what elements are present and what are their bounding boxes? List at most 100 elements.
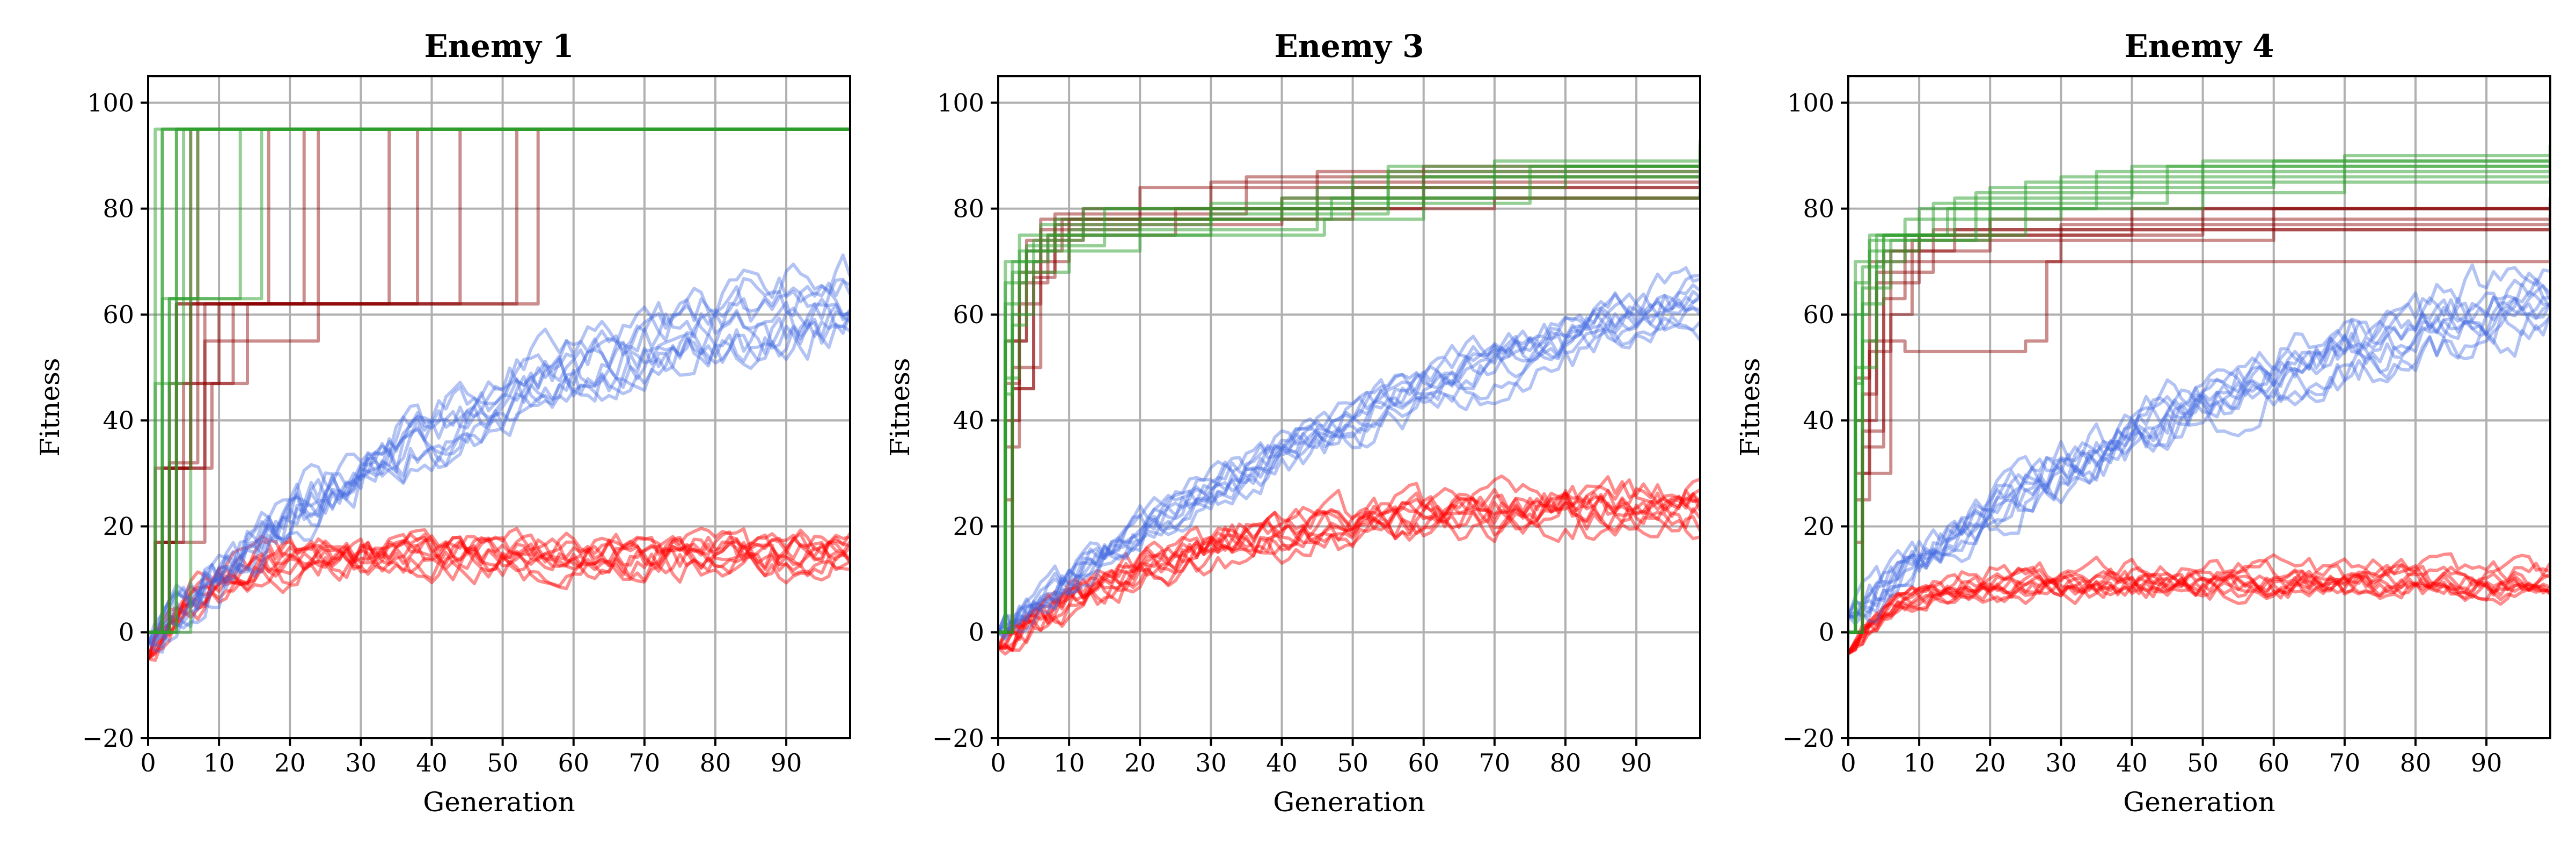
x-tick-label: 60 bbox=[2258, 748, 2289, 777]
y-tick-label: 40 bbox=[1803, 406, 1834, 435]
series-line-blue-run-10 bbox=[148, 307, 850, 654]
series-line-blue-run-4 bbox=[998, 313, 1700, 633]
x-tick-label: 60 bbox=[1408, 748, 1439, 777]
plot-frame bbox=[1847, 75, 2551, 739]
series-line-green-run-8 bbox=[998, 145, 1700, 634]
x-tick-label: 0 bbox=[140, 748, 156, 777]
series-line-blue-run-1 bbox=[148, 253, 850, 644]
x-axis-label: Generation bbox=[2123, 787, 2275, 818]
x-tick-label: 20 bbox=[1124, 748, 1156, 777]
series-line-blue-run-1 bbox=[998, 290, 1700, 640]
series-line-blue-run-4 bbox=[1848, 263, 2550, 617]
series-line-blue-run-5 bbox=[998, 274, 1700, 634]
y-tick-label: 20 bbox=[103, 512, 134, 541]
y-tick-label: 0 bbox=[1819, 618, 1834, 647]
x-tick-label: 90 bbox=[771, 748, 802, 777]
x-tick-label: 40 bbox=[416, 748, 448, 777]
y-tick-label: 100 bbox=[937, 88, 984, 117]
y-axis-label: Fitness bbox=[1735, 358, 1766, 457]
x-tick-label: 80 bbox=[700, 748, 731, 777]
series-line-red-run-10 bbox=[148, 532, 850, 660]
y-tick-label: 40 bbox=[103, 406, 134, 435]
y-tick-label: 40 bbox=[953, 406, 984, 435]
series-line-red-run-2 bbox=[998, 495, 1700, 652]
x-tick-label: 80 bbox=[1550, 748, 1582, 777]
series-line-blue-run-2 bbox=[1848, 302, 2550, 617]
plot-frame bbox=[997, 75, 1701, 739]
plot-frame bbox=[147, 75, 851, 739]
series-line-green-run-10 bbox=[148, 127, 850, 634]
series-line-red-run-9 bbox=[148, 538, 850, 662]
y-tick-label: 0 bbox=[969, 618, 984, 647]
series-line-blue-run-6 bbox=[1848, 290, 2550, 618]
series-line-blue-run-3 bbox=[1848, 297, 2550, 619]
x-tick-label: 70 bbox=[1479, 748, 1511, 777]
series-line-red-run-10 bbox=[1848, 577, 2550, 655]
series-line-blue-run-6 bbox=[148, 297, 850, 645]
series-line-red-run-6 bbox=[148, 530, 850, 659]
y-tick-label: 80 bbox=[103, 194, 134, 223]
y-tick-label: −20 bbox=[1782, 724, 1834, 753]
y-tick-label: 60 bbox=[953, 300, 984, 329]
x-tick-label: 70 bbox=[2329, 748, 2361, 777]
series-line-blue-run-5 bbox=[1848, 284, 2550, 618]
x-tick-label: 10 bbox=[203, 748, 235, 777]
series-line-red-run-3 bbox=[1848, 569, 2550, 654]
series-line-red-run-10 bbox=[998, 483, 1700, 649]
series-line-blue-run-3 bbox=[998, 266, 1700, 641]
x-tick-label: 20 bbox=[274, 748, 306, 777]
series-line-blue-run-8 bbox=[998, 316, 1700, 634]
panel-3: 0 10 20 30 40 50 60 70 80 90−20020406080100Enemy … bbox=[1735, 28, 2551, 818]
x-tick-label: 50 bbox=[2187, 748, 2219, 777]
series-line-red-run-3 bbox=[998, 491, 1700, 650]
series-line-blue-run-9 bbox=[1848, 314, 2550, 624]
y-tick-label: 20 bbox=[1803, 512, 1834, 541]
series-line-red-run-8 bbox=[998, 489, 1700, 649]
series-line-blue-run-9 bbox=[998, 302, 1700, 634]
x-tick-label: 40 bbox=[1266, 748, 1298, 777]
series-line-blue-run-7 bbox=[1848, 296, 2550, 626]
series-line-red-run-4 bbox=[1848, 569, 2550, 655]
y-axis-label: Fitness bbox=[34, 358, 65, 457]
series-line-red-run-9 bbox=[998, 508, 1700, 652]
series-line-red-run-6 bbox=[1848, 572, 2550, 655]
series-line-blue-run-2 bbox=[998, 297, 1700, 634]
series-line-red-run-3 bbox=[148, 533, 850, 659]
panel-title: Enemy 1 bbox=[425, 28, 574, 64]
series-line-blue-run-10 bbox=[1848, 277, 2550, 617]
series-line-blue-run-7 bbox=[998, 292, 1700, 633]
x-tick-label: 10 bbox=[1904, 748, 1935, 777]
panel-1: 0 10 20 30 40 50 60 70 80 90−20020406080100Enemy … bbox=[34, 28, 851, 818]
x-tick-label: 90 bbox=[1621, 748, 1652, 777]
x-tick-label: 30 bbox=[2045, 748, 2077, 777]
series-line-red-run-4 bbox=[998, 492, 1700, 652]
series-line-red-run-1 bbox=[148, 528, 850, 659]
series-line-blue-run-8 bbox=[1848, 271, 2550, 621]
x-tick-label: 50 bbox=[487, 748, 518, 777]
x-axis-label: Generation bbox=[423, 787, 575, 818]
series-lines bbox=[998, 140, 1700, 656]
panel-2: 0 10 20 30 40 50 60 70 80 90−20020406080100Enemy … bbox=[884, 28, 1701, 818]
series-line-green-run-8 bbox=[1848, 145, 2550, 634]
y-tick-label: −20 bbox=[932, 724, 984, 753]
y-tick-label: 60 bbox=[1803, 300, 1834, 329]
x-tick-label: 70 bbox=[629, 748, 661, 777]
x-tick-label: 60 bbox=[558, 748, 589, 777]
series-line-red-run-7 bbox=[998, 474, 1700, 656]
y-tick-label: 20 bbox=[953, 512, 984, 541]
x-axis-label: Generation bbox=[1273, 787, 1425, 818]
x-tick-label: 10 bbox=[1053, 748, 1085, 777]
series-line-green-run-7 bbox=[998, 166, 1700, 634]
y-tick-label: 80 bbox=[953, 194, 984, 223]
x-tick-label: 90 bbox=[2471, 748, 2502, 777]
series-line-blue-run-2 bbox=[148, 278, 850, 645]
series-line-blue-run-10 bbox=[998, 298, 1700, 636]
series-line-red-run-8 bbox=[1848, 552, 2550, 654]
x-tick-label: 40 bbox=[2116, 748, 2148, 777]
y-tick-label: 80 bbox=[1803, 194, 1834, 223]
y-tick-label: 0 bbox=[119, 618, 134, 647]
x-tick-label: 0 bbox=[1840, 748, 1856, 777]
x-tick-label: 30 bbox=[345, 748, 377, 777]
series-line-blue-run-5 bbox=[148, 303, 850, 647]
